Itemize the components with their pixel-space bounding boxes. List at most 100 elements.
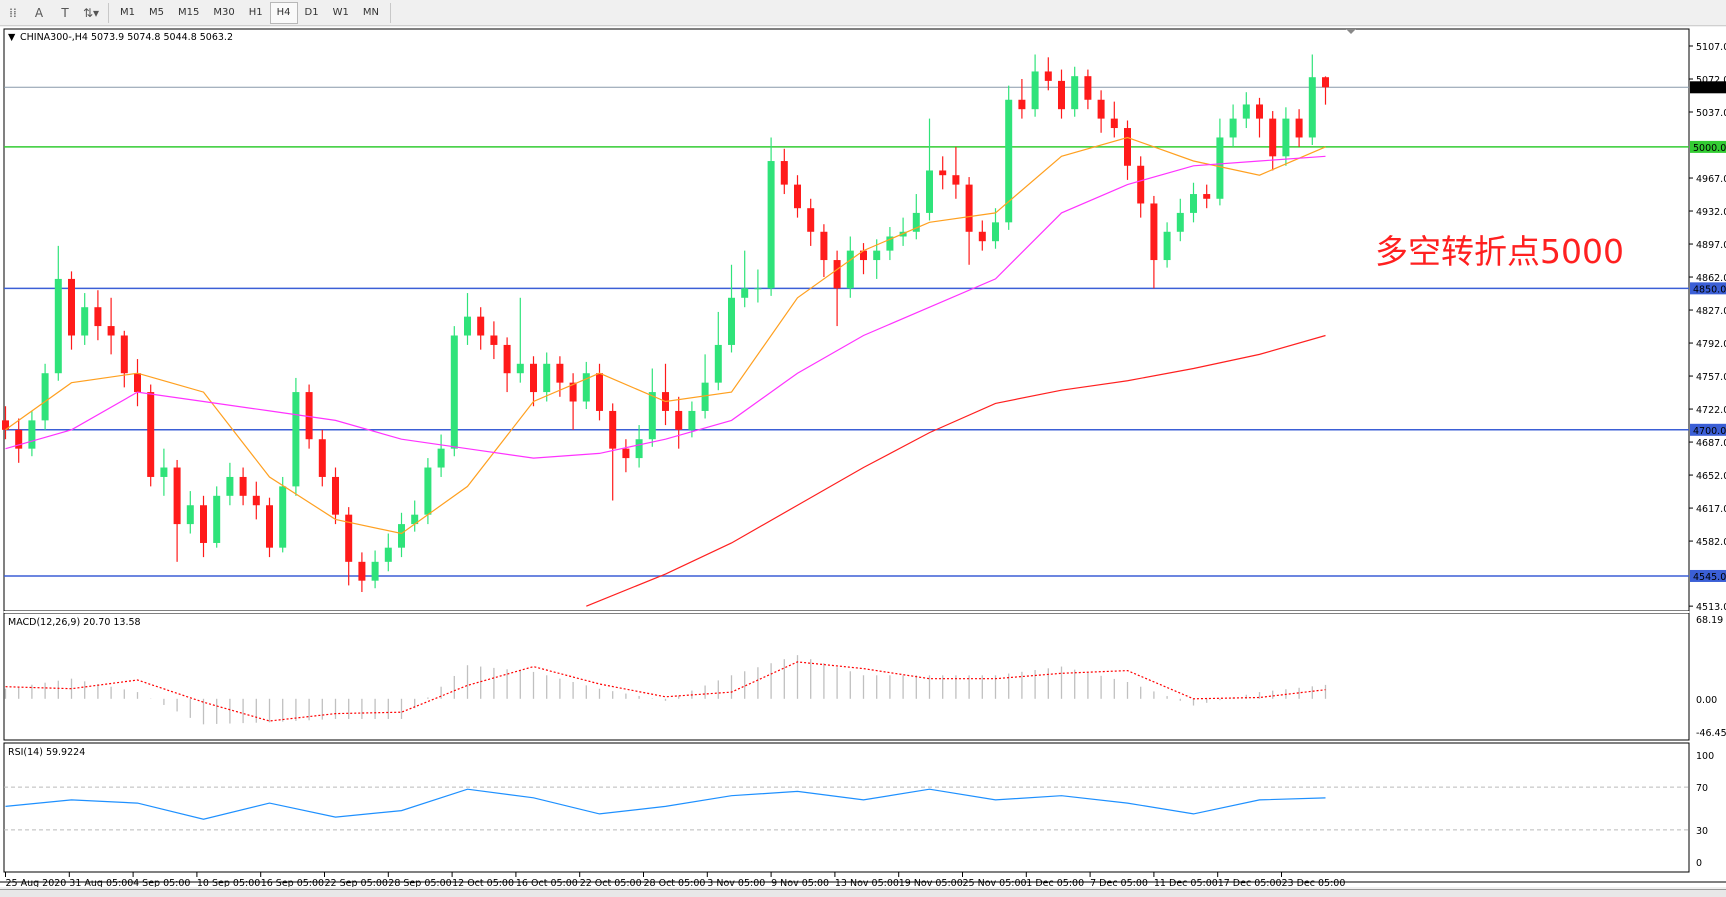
candle (1031, 54, 1039, 117)
candle (107, 297, 115, 355)
price-tick-label: 5072.0 (1696, 75, 1726, 86)
grid-icon[interactable]: ⁞⁞ (9, 5, 17, 20)
candle (1097, 90, 1105, 133)
time-label: 28 Oct 05:00 (644, 878, 706, 887)
candle (28, 410, 36, 457)
candle-body (1005, 99, 1013, 223)
candle (1084, 69, 1092, 110)
time-label: 4 Sep 05:00 (133, 878, 190, 887)
rsi-tick-label: 0 (1696, 858, 1702, 869)
macd-tick-label: 0.00 (1696, 695, 1717, 706)
candle-body (1242, 104, 1250, 119)
candle-body (965, 184, 973, 232)
candle (54, 245, 62, 381)
candle (846, 236, 854, 298)
candle (1203, 184, 1211, 209)
time-label: 3 Nov 05:00 (707, 878, 765, 887)
candle (569, 373, 577, 430)
candle (173, 459, 181, 562)
candle-body (543, 363, 551, 393)
timeframe-w1[interactable]: W1 (332, 7, 349, 18)
candle (1242, 92, 1250, 129)
candle-body (68, 278, 75, 336)
candle-body (200, 505, 207, 543)
candle (978, 220, 986, 251)
price-tick-label: 5037.0 (1696, 108, 1726, 119)
candle-body (886, 236, 894, 251)
candle-body (1018, 99, 1026, 110)
candle-body (516, 363, 524, 374)
candle-body (530, 363, 537, 393)
candle (411, 500, 419, 532)
candle-body (688, 410, 696, 430)
rsi-tick-label: 30 (1696, 826, 1708, 837)
candle-body (912, 212, 920, 232)
candle (635, 425, 643, 468)
candle (1058, 69, 1065, 119)
candle-body (239, 476, 247, 496)
chart-canvas[interactable]: 5107.0 5072.0 5037.0 4967.0 4932.0 4897.0 4862… (0, 27, 1726, 887)
candle-body (1282, 118, 1290, 157)
time-label: 19 Nov 05:00 (899, 878, 963, 887)
candle (68, 271, 75, 350)
timeframe-m1[interactable]: M1 (120, 7, 135, 18)
candle (582, 361, 590, 410)
timeframe-h1[interactable]: H1 (248, 7, 263, 18)
candle (1163, 222, 1171, 268)
candle (292, 377, 300, 496)
candle-body (490, 335, 498, 345)
candle-body (846, 250, 854, 289)
candle-body (41, 373, 49, 421)
timeframe-m5[interactable]: M5 (149, 7, 164, 18)
toolbar-divider (108, 2, 109, 23)
timeframe-d1[interactable]: D1 (304, 7, 319, 18)
price-tick-label: 4862.0 (1696, 273, 1726, 284)
candle (741, 250, 749, 308)
candle (226, 462, 234, 506)
ma-slow-line (586, 334, 1326, 607)
candle-body (873, 250, 881, 261)
candle-body (411, 514, 419, 525)
time-label: 31 Aug 05:00 (69, 878, 133, 887)
time-label: 22 Oct 05:00 (580, 878, 642, 887)
time-label: 12 Oct 05:00 (452, 878, 514, 887)
candle-body (1084, 76, 1092, 100)
level-label: 5000.0 (1693, 143, 1726, 154)
timeframe-h4[interactable]: H4 (269, 1, 298, 24)
candle (1190, 182, 1197, 223)
candle-body (1137, 165, 1145, 204)
chart-window[interactable]: 5107.0 5072.0 5037.0 4967.0 4932.0 4897.0 4862… (0, 27, 1726, 887)
timeframe-m15[interactable]: M15 (178, 7, 200, 18)
text-label-icon[interactable]: T (61, 5, 69, 20)
candle-body (318, 439, 326, 477)
candle (1216, 118, 1224, 206)
candle-body (569, 382, 577, 402)
candle-body (794, 184, 801, 209)
candle-body (1203, 194, 1211, 199)
candle (543, 352, 551, 402)
timeframe-m30[interactable]: M30 (213, 7, 235, 18)
candle (820, 224, 828, 278)
candle-body (292, 392, 300, 487)
time-label: 22 Sep 05:00 (325, 878, 388, 887)
candle (200, 495, 207, 558)
candle-body (714, 344, 722, 383)
candle-body (450, 335, 458, 449)
level-badge (1690, 282, 1726, 295)
candle (437, 434, 445, 477)
candle-body (860, 250, 867, 261)
text-icon[interactable]: A (34, 5, 44, 20)
timeframe-mn[interactable]: MN (362, 7, 379, 18)
macd-signal-line (5, 661, 1326, 722)
candle (609, 403, 617, 501)
candle-body (622, 448, 630, 459)
candle (266, 497, 273, 558)
candle-body (213, 495, 221, 543)
candle-body (15, 429, 23, 449)
candle (450, 326, 458, 457)
arrows-icon[interactable]: ⇅▾ (82, 5, 100, 20)
candle-body (978, 231, 986, 242)
rsi-tick-label: 70 (1696, 783, 1708, 794)
candle (965, 177, 973, 265)
annotation-text: 多空转折点5000 (1375, 232, 1624, 271)
